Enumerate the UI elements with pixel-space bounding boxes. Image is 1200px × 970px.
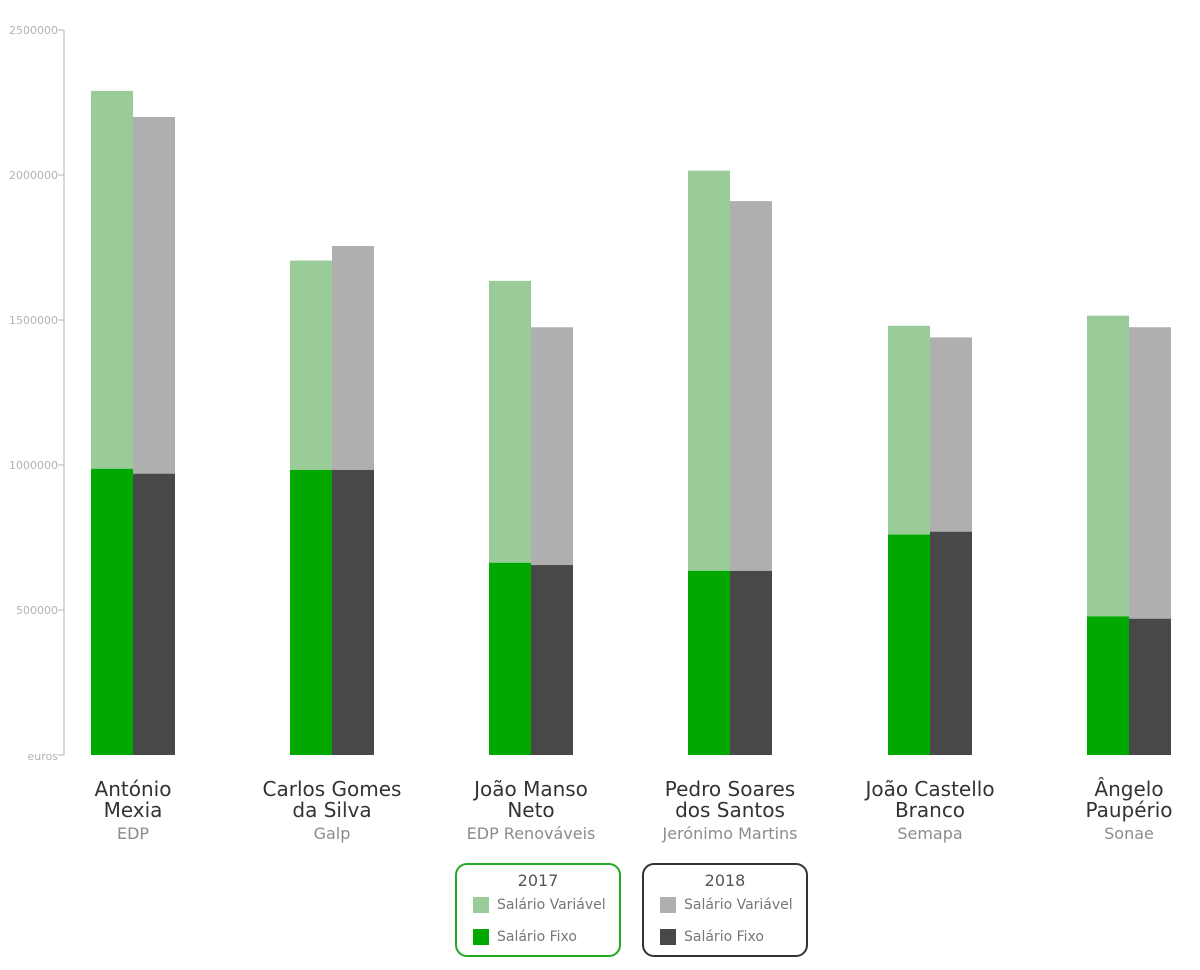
category-company-label: Galp xyxy=(314,824,351,843)
bar-2017-fixed xyxy=(489,562,531,755)
y-tick-label: 2500000 xyxy=(9,24,58,37)
y-tick-label: 2000000 xyxy=(9,169,58,182)
bar-2017-fixed xyxy=(91,468,133,755)
legend-swatch-2018-variable xyxy=(660,897,676,913)
category-name-label: João Castello xyxy=(863,777,994,801)
bar-2017-fixed xyxy=(888,534,930,755)
category-name-label: António xyxy=(95,777,172,801)
y-axis: 500000 1000000 1500000 2000000 2500000 euros xyxy=(9,24,65,763)
category-name-label: Paupério xyxy=(1085,798,1172,822)
bar-2017-variable xyxy=(91,90,133,469)
legend-2018: 2018 Salário Variável Salário Fixo xyxy=(642,863,808,957)
y-axis-unit-label: euros xyxy=(28,750,59,763)
bar-2018-variable xyxy=(1129,327,1171,619)
bar-2018-variable xyxy=(730,201,772,571)
bar-2018-fixed xyxy=(133,473,175,755)
bar-2017-fixed xyxy=(290,469,332,755)
legend-2018-variable-label: Salário Variável xyxy=(684,897,793,913)
category-company-label: EDP Renováveis xyxy=(467,824,596,843)
legend-swatch-2018-fixed xyxy=(660,929,676,945)
bar-2018-fixed xyxy=(332,469,374,755)
bar-2018-fixed xyxy=(930,531,972,755)
bar-2017-variable xyxy=(1087,315,1129,617)
bar-2018-variable xyxy=(531,327,573,566)
bar-2018-variable xyxy=(133,117,175,474)
category-company-label: EDP xyxy=(117,824,149,843)
salary-chart: 5000001000000150000020000002500000euros … xyxy=(9,24,1173,843)
bar-2017-fixed xyxy=(688,570,730,755)
bar-2018-fixed xyxy=(1129,618,1171,755)
legend-2018-fixed: Salário Fixo xyxy=(660,929,764,945)
category-name-label: João Manso xyxy=(472,777,588,801)
legend-2017-variable: Salário Variável xyxy=(473,897,606,913)
bar-2018-variable xyxy=(930,337,972,532)
category-company-label: Sonae xyxy=(1104,824,1154,843)
legend-2017-fixed: Salário Fixo xyxy=(473,929,577,945)
category-name-label: da Silva xyxy=(292,798,371,822)
legend-2018-variable: Salário Variável xyxy=(660,897,793,913)
category-company-label: Jerónimo Martins xyxy=(661,824,797,843)
bar-2017-variable xyxy=(888,325,930,535)
legend-2018-title: 2018 xyxy=(704,871,746,890)
category-name-label: Ângelo xyxy=(1094,777,1163,801)
legend-swatch-2017-variable xyxy=(473,897,489,913)
category-company-label: Semapa xyxy=(897,824,962,843)
legend-swatch-2017-fixed xyxy=(473,929,489,945)
y-tick-label: 1000000 xyxy=(9,459,58,472)
legend-2017-fixed-label: Salário Fixo xyxy=(497,929,577,945)
y-tick-label: 1500000 xyxy=(9,314,58,327)
legend-2018-fixed-label: Salário Fixo xyxy=(684,929,764,945)
bar-2017-fixed xyxy=(1087,616,1129,755)
bar-2017-variable xyxy=(489,280,531,563)
category-name-label: Branco xyxy=(895,798,965,822)
bar-2018-variable xyxy=(332,246,374,470)
bar-2017-variable xyxy=(290,260,332,470)
legend-2017-variable-label: Salário Variável xyxy=(497,897,606,913)
category-name-label: Carlos Gomes xyxy=(263,777,402,801)
legend-2017: 2017 Salário Variável Salário Fixo xyxy=(455,863,621,957)
category-name-label: dos Santos xyxy=(675,798,785,822)
bar-2018-fixed xyxy=(730,570,772,755)
legend-2017-title: 2017 xyxy=(517,871,559,890)
y-tick-label: 500000 xyxy=(16,604,58,617)
bars xyxy=(91,90,1171,755)
bar-2017-variable xyxy=(688,170,730,571)
category-name-label: Neto xyxy=(507,798,554,822)
category-name-label: Pedro Soares xyxy=(665,777,795,801)
bar-2018-fixed xyxy=(531,565,573,755)
category-name-label: Mexia xyxy=(104,798,163,822)
